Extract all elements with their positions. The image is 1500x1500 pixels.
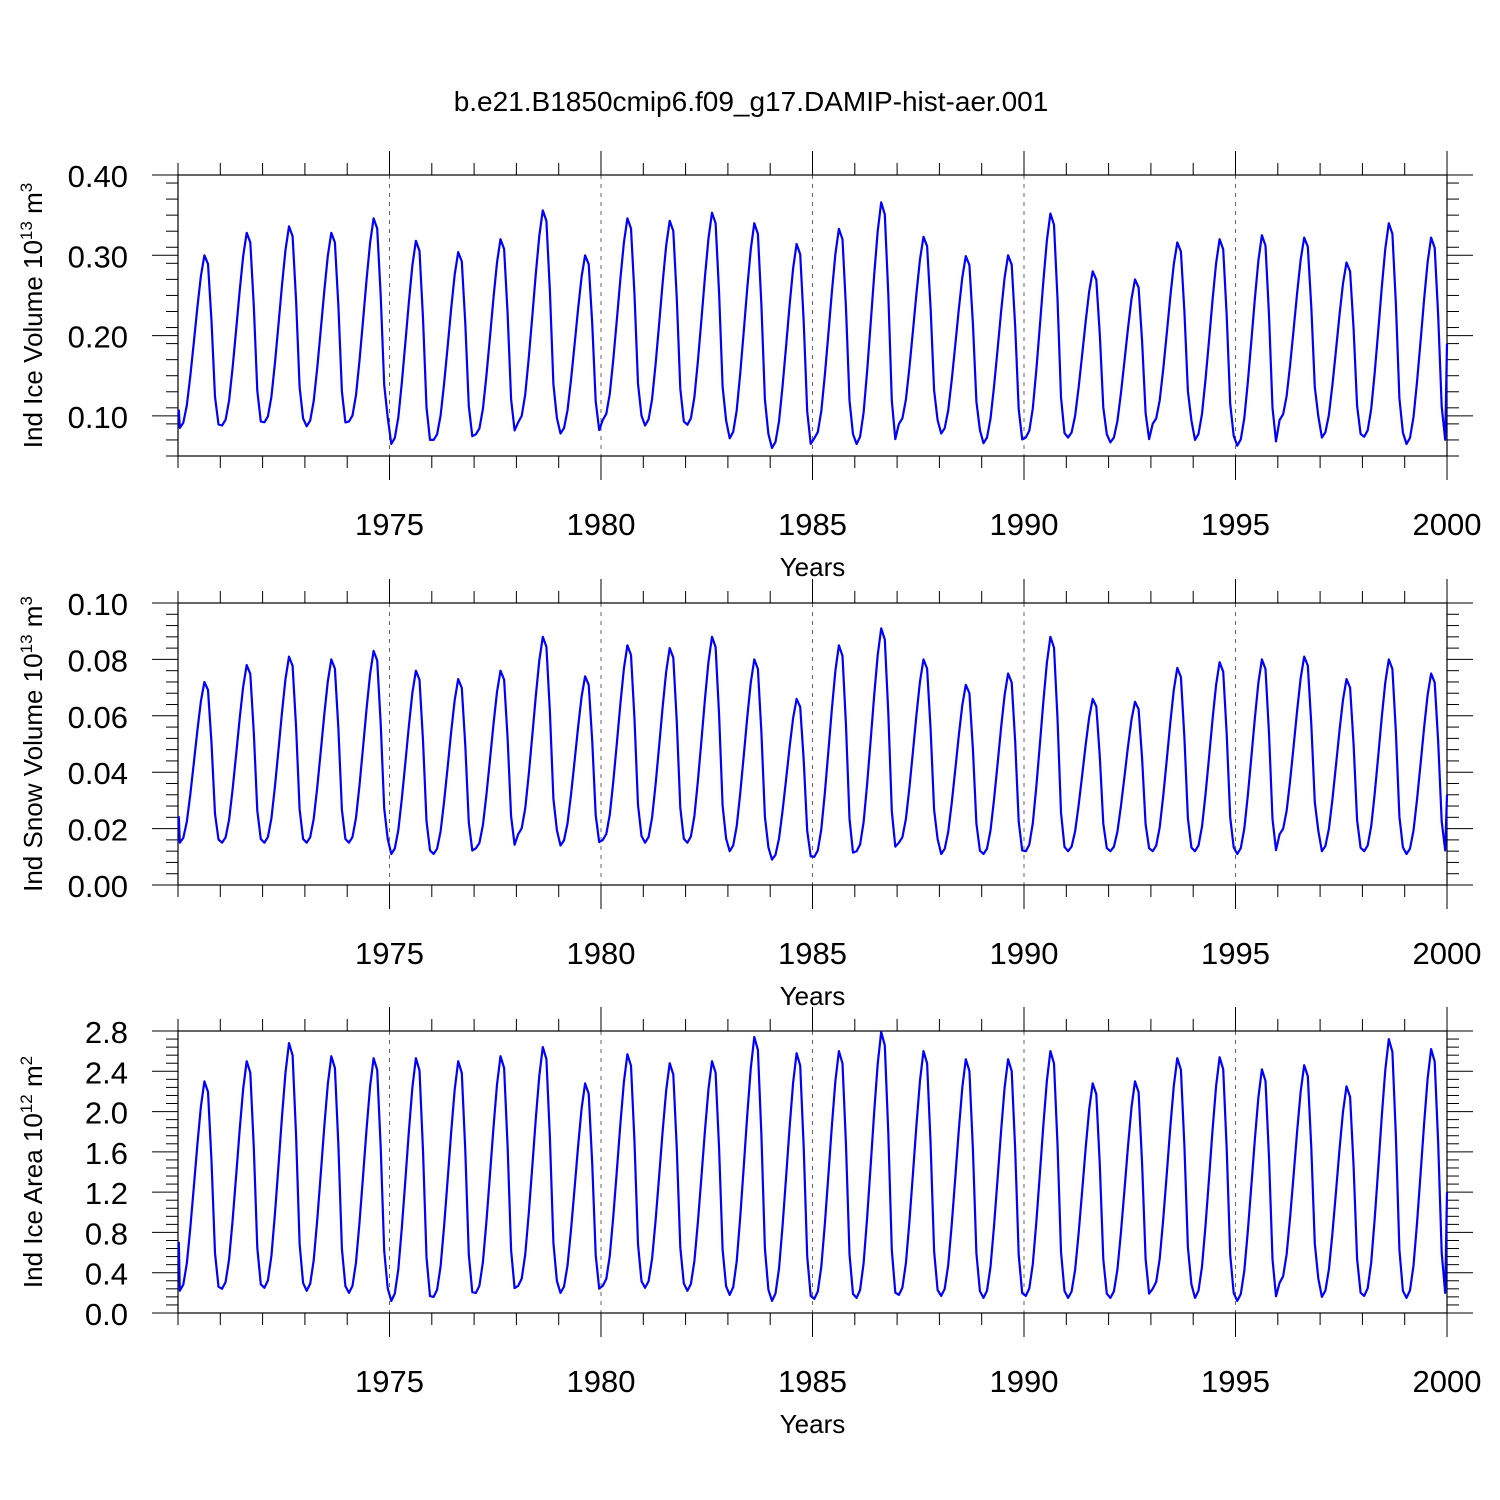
y-tick-label: 2.4 [85,1055,128,1090]
x-tick-label: 1975 [355,936,424,971]
x-tick-label: 2000 [1413,936,1482,971]
x-tick-label: 1975 [355,507,424,542]
x-tick-label: 1985 [778,507,847,542]
y-tick-label: 0.30 [68,239,128,274]
x-axis-title: Years [780,981,846,1011]
x-tick-label: 1980 [567,507,636,542]
x-axis-title: Years [780,552,846,582]
y-axis-title: Ind Snow Volume 1013 m3 [17,596,48,892]
x-tick-label: 1985 [778,1364,847,1399]
y-tick-label: 0.08 [68,643,128,678]
plot-frame [177,602,1448,886]
panel-snow_volume: 0.00 0.02 0.04 0.06 0.08 0.10 1975 1980 1985 1990… [17,579,1481,1011]
x-tick-label: 1995 [1201,507,1270,542]
y-tick-label: 0.8 [85,1216,128,1251]
x-axis-title: Years [780,1409,846,1439]
y-tick-label: 0.40 [68,159,128,194]
x-tick-label: 1995 [1201,936,1270,971]
y-tick-label: 0.02 [68,813,128,848]
x-tick-label: 2000 [1413,1364,1482,1399]
y-tick-label: 0.06 [68,700,128,735]
y-tick-label: 2.0 [85,1096,128,1131]
y-tick-label: 0.00 [68,869,128,904]
panel-ice_area: 0.0 0.4 0.8 1.2 1.6 2.0 2.4 2.8 1975 1980 1985 1990… [17,1007,1481,1439]
y-tick-label: 1.2 [85,1176,128,1211]
y-tick-label: 1.6 [85,1136,128,1171]
x-tick-label: 1980 [567,1364,636,1399]
y-tick-label: 2.8 [85,1015,128,1050]
y-tick-label: 0.10 [68,400,128,435]
panels: 0.10 0.20 0.30 0.40 1975 1980 1985 1990 1995 2000… [17,151,1481,1439]
y-tick-label: 0.20 [68,320,128,355]
x-tick-label: 1990 [990,1364,1059,1399]
figure-title: b.e21.B1850cmip6.f09_g17.DAMIP-hist-aer.… [454,86,1049,117]
x-tick-label: 1985 [778,936,847,971]
x-tick-label: 1975 [355,1364,424,1399]
x-tick-label: 1990 [990,936,1059,971]
x-tick-label: 1995 [1201,1364,1270,1399]
y-axis-title: Ind Ice Volume 1013 m3 [17,183,48,448]
series-line-ice_volume [177,201,1449,450]
series-line-ice_area [177,1030,1449,1302]
y-tick-label: 0.04 [68,756,128,791]
y-tick-label: 0.10 [68,587,128,622]
plot-frame [177,174,1448,457]
series-line-snow_volume [177,627,1449,861]
panel-ice_volume: 0.10 0.20 0.30 0.40 1975 1980 1985 1990 1995 2000… [17,151,1481,582]
plot-frame [177,1030,1448,1314]
y-tick-label: 0.4 [85,1257,128,1292]
y-tick-label: 0.0 [85,1297,128,1332]
y-axis-title: Ind Ice Area 1012 m2 [17,1056,48,1288]
x-tick-label: 1980 [567,936,636,971]
x-tick-label: 1990 [990,507,1059,542]
x-tick-label: 2000 [1413,507,1482,542]
